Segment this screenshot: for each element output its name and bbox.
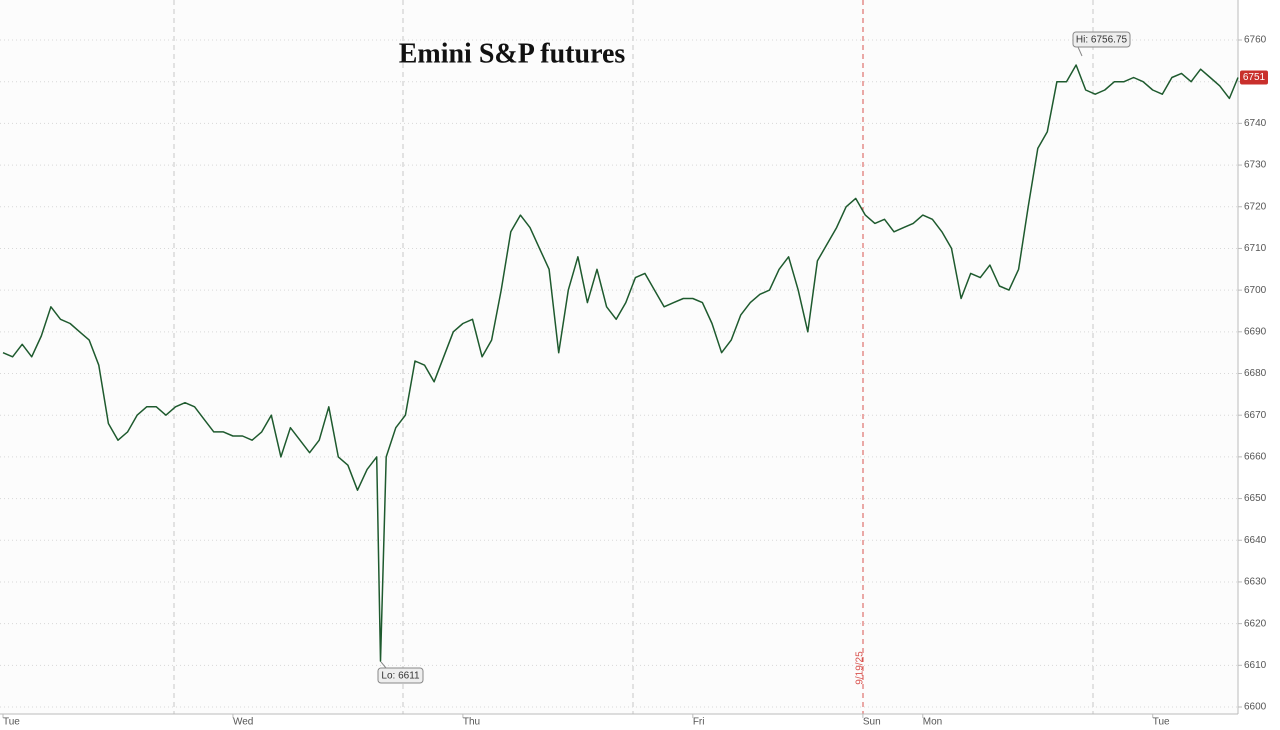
y-tick-label: 6700 — [1244, 285, 1267, 296]
x-tick-label: Wed — [233, 717, 253, 728]
session-lines — [173, 0, 1094, 714]
y-tick-label: 6600 — [1244, 702, 1267, 713]
y-tick-label: 6690 — [1244, 326, 1267, 337]
high-pointer — [1077, 46, 1083, 57]
high-box — [1072, 31, 1131, 48]
date-marker: 9/19/25 — [855, 651, 866, 685]
y-tick-label: 6760 — [1244, 35, 1267, 46]
x-tick-label: Mon — [923, 717, 942, 728]
x-tick-label: Tue — [1153, 717, 1170, 728]
chart-title: Emini S&P futures — [399, 38, 626, 69]
y-tick-label: 6730 — [1244, 160, 1267, 171]
x-tick-label: Fri — [693, 717, 705, 728]
low-pointer — [380, 661, 387, 669]
y-tick-label: 6630 — [1244, 577, 1267, 588]
low-annotation: Lo: 6611 — [377, 661, 424, 684]
high-label: Hi: 6756.75 — [1076, 35, 1128, 46]
y-tick-label: 6680 — [1244, 368, 1267, 379]
y-tick-label: 6620 — [1244, 618, 1267, 629]
y-tick-label: 6740 — [1244, 118, 1267, 129]
last-price-badge — [1240, 70, 1268, 85]
low-label: Lo: 6611 — [381, 671, 420, 682]
plot-area — [0, 0, 1238, 714]
x-tick-label: Tue — [3, 717, 20, 728]
price-line — [2, 64, 1239, 662]
high-annotation: Hi: 6756.75 — [1072, 31, 1131, 57]
y-tick-label: 6640 — [1244, 535, 1267, 546]
x-tick-label: Sun — [863, 717, 881, 728]
y-tick-label: 6670 — [1244, 410, 1267, 421]
x-tick-label: Thu — [463, 717, 480, 728]
y-tick-label: 6650 — [1244, 493, 1267, 504]
y-tick-label: 6660 — [1244, 452, 1267, 463]
y-tick-label: 6710 — [1244, 243, 1267, 254]
y-tick-label: 6720 — [1244, 201, 1267, 212]
y-tick-label: 6610 — [1244, 660, 1267, 671]
last-price-label: 6751 — [1243, 72, 1266, 83]
low-box — [377, 667, 424, 684]
